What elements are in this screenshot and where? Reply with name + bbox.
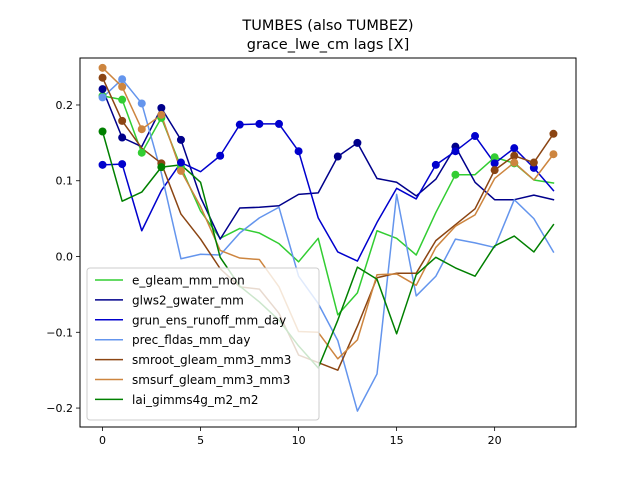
data-point-grun-ens-runoff-mm-day [176,158,185,167]
chart-subtitle: grace_lwe_cm lags [X] [247,37,410,53]
data-point-smsurf-gleam-mm3-mm3 [510,158,519,167]
data-point-smroot-gleam-mm3-mm3 [118,116,127,125]
series-line-e-gleam-mm-mon [101,95,555,316]
data-point-prec-fldas-mm-day [98,93,107,102]
data-point-grun-ens-runoff-mm-day [431,160,440,169]
legend: e_gleam_mm_mon glws2_gwater_mm grun_ens_ru… [86,267,320,421]
data-point-grun-ens-runoff-mm-day [235,120,244,129]
data-point-glws2-gwater-mm [98,85,107,94]
y-tick-label: 0.0 [56,251,74,264]
legend-label-smroot-gleam-mm3-mm3: smroot_gleam_mm3_mm3 [132,353,291,367]
y-tick-label: −0.1 [46,326,73,339]
y-tick-label: 0.1 [56,175,74,188]
x-tick-label: 0 [99,434,106,447]
data-point-smroot-gleam-mm3-mm3 [490,166,499,175]
data-point-grun-ens-runoff-mm-day [451,147,460,156]
data-point-grun-ens-runoff-mm-day [216,151,225,160]
data-point-grun-ens-runoff-mm-day [274,119,283,128]
legend-label-glws2-gwater-mm: glws2_gwater_mm [132,293,244,307]
data-point-smroot-gleam-mm3-mm3 [549,129,558,138]
legend-label-grun-ens-runoff-mm-day: grun_ens_runoff_mm_day [132,313,286,327]
data-point-e-gleam-mm-mon [490,153,499,162]
data-point-grun-ens-runoff-mm-day [471,132,480,141]
x-tick-label: 20 [488,434,502,447]
data-point-lai-gimms4g-m2-m2 [157,163,166,172]
x-axis: 0 5 10 15 20 [99,427,502,447]
data-point-grun-ens-runoff-mm-day [294,147,303,156]
data-point-lai-gimms4g-m2-m2 [98,127,107,136]
legend-label-prec-fldas-mm-day: prec_fldas_mm_day [132,333,251,347]
data-point-smsurf-gleam-mm3-mm3 [98,63,107,72]
legend-box [86,267,320,421]
legend-label-lai-gimms4g-m2-m2: lai_gimms4g_m2_m2 [132,393,259,407]
x-tick-label: 15 [390,434,404,447]
chart-title: TUMBES (also TUMBEZ) [241,18,413,34]
data-point-grun-ens-runoff-mm-day [118,160,127,169]
data-point-smroot-gleam-mm3-mm3 [529,158,538,167]
data-point-smsurf-gleam-mm3-mm3 [137,125,146,134]
data-point-smsurf-gleam-mm3-mm3 [157,110,166,119]
legend-label-e-gleam-mm-mon: e_gleam_mm_mon [132,274,245,288]
series-markers [98,63,558,179]
y-axis: −0.2 −0.1 0.0 0.1 0.2 [46,99,80,415]
data-point-glws2-gwater-mm [333,152,342,161]
data-point-prec-fldas-mm-day [137,99,146,108]
data-point-glws2-gwater-mm [118,133,127,142]
series-line-prec-fldas-mm-day [101,78,555,412]
data-point-smsurf-gleam-mm3-mm3 [176,166,185,175]
data-point-grun-ens-runoff-mm-day [98,160,107,169]
data-point-prec-fldas-mm-day [118,75,127,84]
data-point-smsurf-gleam-mm3-mm3 [118,82,127,91]
data-point-e-gleam-mm-mon [451,170,460,179]
data-point-smsurf-gleam-mm3-mm3 [549,150,558,159]
data-point-smroot-gleam-mm3-mm3 [98,73,107,82]
data-point-grun-ens-runoff-mm-day [255,119,264,128]
data-point-e-gleam-mm-mon [118,95,127,104]
data-point-grun-ens-runoff-mm-day [510,144,519,153]
y-tick-label: −0.2 [46,402,73,415]
data-point-glws2-gwater-mm [176,135,185,144]
data-point-glws2-gwater-mm [157,104,166,113]
data-point-grun-ens-runoff-mm-day [490,159,499,168]
legend-label-smsurf-gleam-mm3-mm3: smsurf_gleam_mm3_mm3 [132,373,290,387]
y-tick-label: 0.2 [56,99,74,112]
data-point-e-gleam-mm-mon [137,148,146,157]
series-line-smroot-gleam-mm3-mm3 [101,76,555,371]
plot-frame [79,57,577,428]
x-tick-label: 5 [197,434,204,447]
data-point-smroot-gleam-mm3-mm3 [510,151,519,160]
x-tick-label: 10 [292,434,306,447]
data-point-glws2-gwater-mm [353,138,362,147]
series-line-glws2-gwater-mm [101,88,555,240]
